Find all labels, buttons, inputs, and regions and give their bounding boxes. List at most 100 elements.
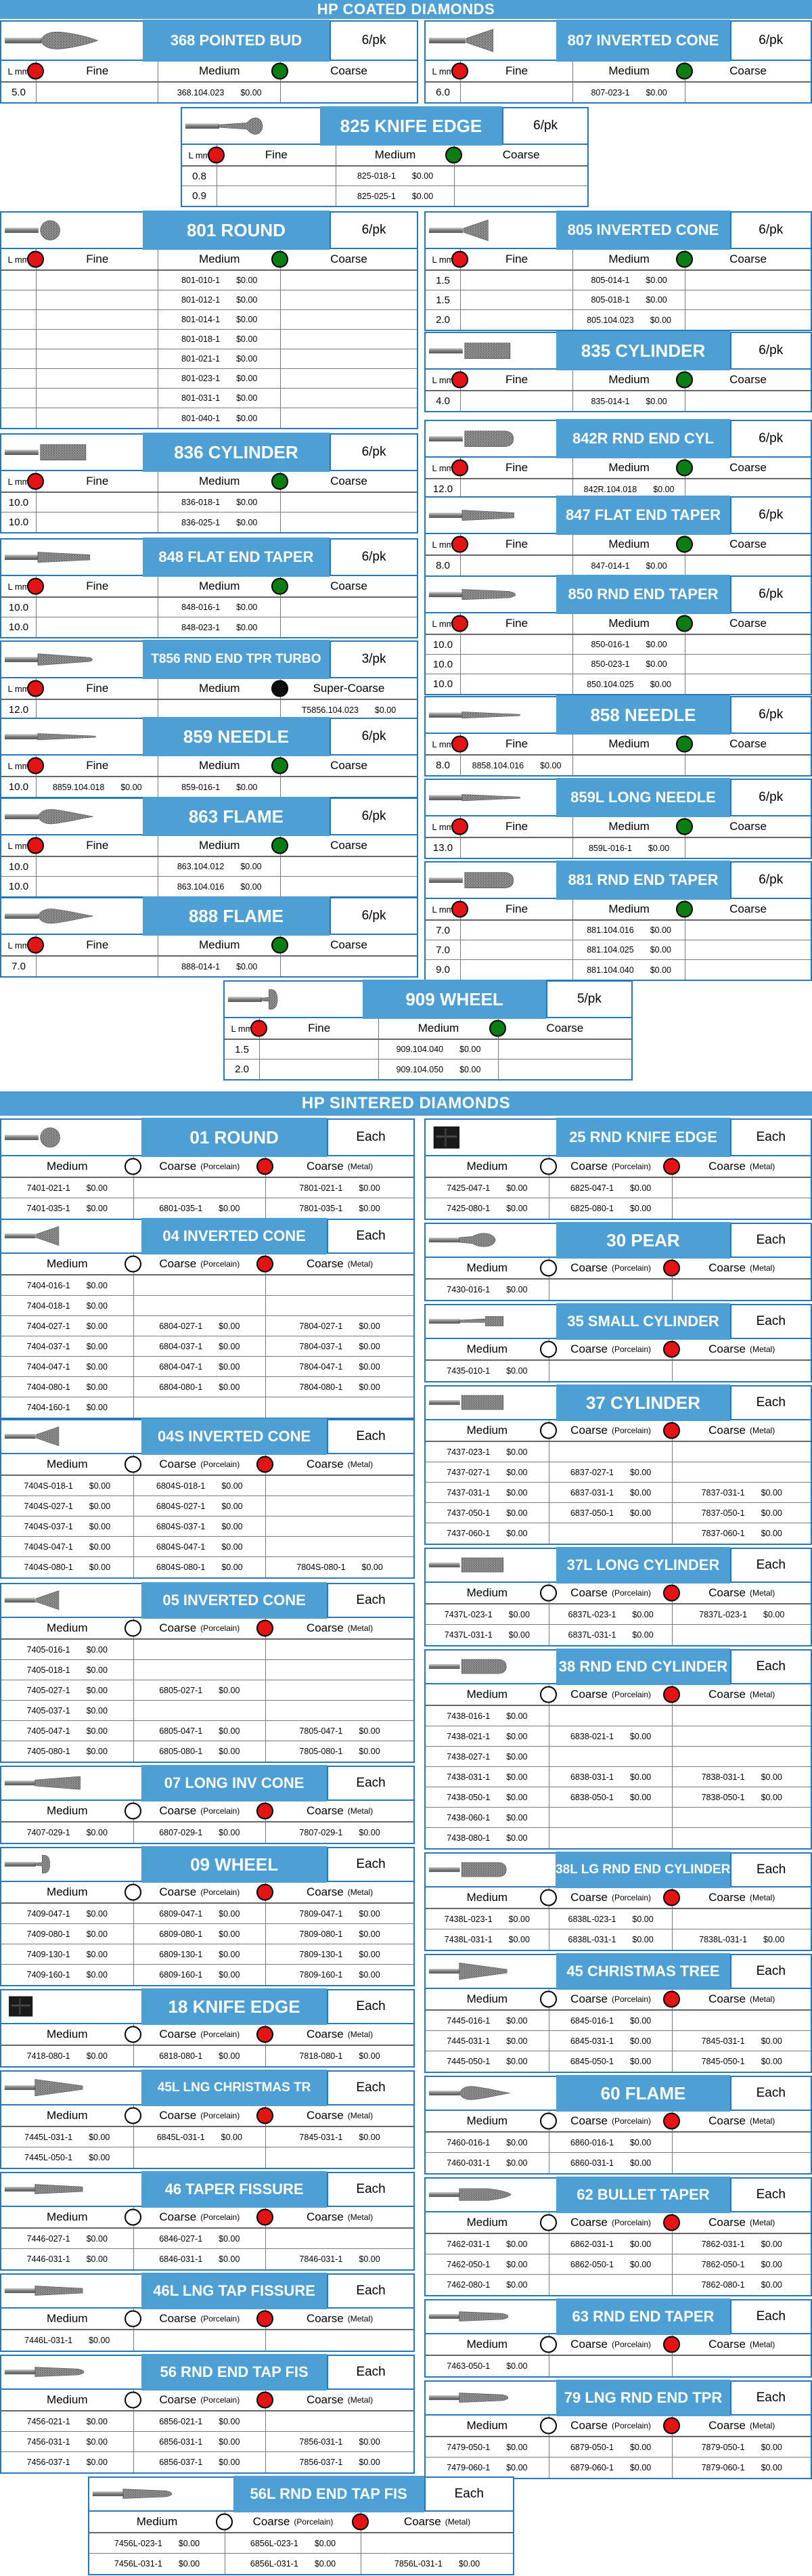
empty-cell-fine (461, 83, 574, 102)
empty-cell-coarse (281, 877, 417, 896)
code-cell-medium: 7437-023-1 $0.00 (426, 1442, 549, 1462)
code-cell-medium: 7438-080-1 $0.00 (426, 1828, 549, 1848)
bur-image-cell (1, 213, 143, 248)
col-header-coarse-porcelain: Coarse (Porcelain) (539, 2212, 673, 2233)
col-header-coarse-porcelain: Coarse (Porcelain) (539, 2111, 673, 2131)
code-cell-medium: 859-016-1 $0.00 (158, 777, 281, 797)
bur-image-cell (426, 2077, 557, 2110)
empty-cell-coarse-metal (673, 1706, 811, 1726)
product-code: 7879-050-1 (701, 2442, 745, 2452)
empty-cell-coarse-metal (266, 1680, 413, 1700)
empty-cell-coarse (281, 408, 417, 428)
coarse-grit-icon (271, 837, 288, 854)
metal-grit-icon (256, 1255, 274, 1273)
col-header-coarse: Coarse (676, 534, 811, 554)
table-row: 8.0 847-014-1 $0.00 (426, 556, 811, 575)
table-row: 7462-050-1 $0.00 6862-050-1 $0.00 7862-050-1… (426, 2254, 811, 2275)
porcelain-grit-icon (539, 2112, 557, 2130)
pack-size: 6/pk (729, 577, 811, 612)
empty-cell-coarse (685, 391, 811, 411)
product-title: 805 INVERTED CONE (556, 211, 730, 250)
fine-grit-icon (27, 473, 44, 490)
product-title: 18 KNIFE EDGE (141, 1988, 328, 2025)
col-header-medium: Medium (158, 756, 281, 776)
empty-cell-coarse (685, 940, 811, 959)
code-cell-medium: 850.104.025 $0.00 (573, 674, 686, 694)
bur-image-cell (1, 898, 143, 934)
col-header-medium: Medium (1, 1882, 134, 1902)
bur-photo-icon (4, 220, 60, 240)
price: $0.00 (236, 498, 258, 507)
col-header-coarse: Coarse (271, 835, 417, 856)
price: $0.00 (236, 334, 258, 344)
product-code: 7456-037-1 (26, 2458, 70, 2467)
product-code: 7809-080-1 (299, 1929, 343, 1939)
product-code: 7407-029-1 (26, 1828, 70, 1837)
code-cell-coarse-porcelain: 6856-037-1 $0.00 (134, 2452, 267, 2472)
column-header-row: Medium Coarse (Porcelain) Coarse (Metal) (426, 2212, 811, 2234)
price: $0.00 (359, 1929, 380, 1939)
product-code: 7845-031-1 (701, 2036, 745, 2046)
price: $0.00 (236, 961, 258, 972)
column-header-row: L mm Fine Medium Coarse (1, 61, 417, 83)
code-cell-coarse-porcelain: 6804S-037-1 $0.00 (134, 1516, 267, 1536)
product-code: 805-018-1 (591, 295, 630, 305)
col-subtitle: (Porcelain) (200, 2030, 240, 2039)
code-cell-medium: 836-018-1 $0.00 (158, 493, 281, 512)
bur-image-cell (1, 1990, 142, 2023)
price: $0.00 (540, 760, 562, 770)
col-header-medium: Medium (158, 835, 281, 856)
product-title: 46L LNG TAP FISSURE (141, 2273, 328, 2309)
lmm-value: 13.0 (426, 838, 461, 858)
col-header-medium: Medium (426, 1583, 549, 1603)
product-code: 7405-037-1 (26, 1705, 70, 1716)
product-code: 6804S-080-1 (156, 1563, 206, 1572)
code-cell-coarse-porcelain: 6804S-080-1 $0.00 (134, 1557, 267, 1577)
column-header-row: L mm Fine Medium Coarse (426, 370, 811, 391)
table-header: 37 CYLINDER Each (426, 1384, 811, 1421)
code-cell-medium: 7404S-037-1 $0.00 (1, 1516, 134, 1536)
coarse-grit-icon (271, 62, 288, 80)
price: $0.00 (506, 1447, 528, 1457)
col-subtitle: (Metal) (749, 1263, 775, 1273)
col-header-coarse-porcelain: Coarse (Porcelain) (539, 1989, 673, 2009)
product-code: 7446-031-1 (26, 2254, 70, 2264)
table-header: 56L RND END TAP FIS Each (89, 2476, 513, 2512)
bur-photo-icon (4, 1776, 81, 1790)
col-subtitle: (Metal) (347, 2314, 374, 2323)
product-code: 6838L-023-1 (568, 1914, 616, 1924)
pack-size: Each (729, 1120, 811, 1155)
empty-cell-coarse (685, 83, 811, 102)
product-code: 7804-037-1 (299, 1341, 343, 1351)
product-code: 7409-160-1 (26, 1970, 70, 1980)
product-table-01: 01 ROUND Each Medium Coarse (Porcelain) Coars… (0, 1118, 415, 1220)
price: $0.00 (359, 1183, 380, 1193)
table-row: 7405-016-1 $0.00 (1, 1640, 413, 1660)
col-header-medium: Medium (573, 734, 686, 754)
price: $0.00 (221, 2132, 242, 2142)
product-code: 6804-047-1 (159, 1361, 203, 1372)
code-cell-medium: 7456-037-1 $0.00 (1, 2452, 134, 2472)
bur-image-cell (89, 2478, 233, 2510)
empty-cell-coarse-porcelain (549, 2356, 673, 2376)
lmm-value: 10.0 (1, 857, 37, 876)
product-title: 881 RND END TAPER (556, 860, 730, 900)
pack-size: Each (327, 1990, 413, 2023)
price: $0.00 (86, 1382, 108, 1392)
porcelain-grit-icon (124, 1456, 141, 1473)
bur-photo-icon (428, 1862, 507, 1877)
product-table-858: 858 NEEDLE 6/pk L mm Fine Medium Coarse 8.0 885… (424, 695, 812, 777)
table-row: 7437-060-1 $0.00 7837-060-1 $0.00 (426, 1523, 811, 1544)
table-row: 13.0 859L-016-1 $0.00 (426, 838, 811, 858)
product-code: 7838-050-1 (701, 1792, 745, 1802)
col-header-coarse-metal: Coarse (Metal) (256, 1618, 413, 1638)
empty-cell-coarse-porcelain (549, 1706, 673, 1726)
code-cell-coarse-porcelain: 6862-050-1 $0.00 (549, 2254, 673, 2274)
column-header-row: Medium Coarse (Porcelain) Coarse (Metal) (426, 1258, 811, 1280)
bur-photo-icon (433, 1126, 460, 1149)
product-title: 38 RND END CYLINDER (556, 1649, 730, 1685)
product-code: 7462-080-1 (447, 2280, 491, 2290)
coarse-grit-icon (676, 371, 694, 389)
price: $0.00 (411, 171, 434, 181)
price: $0.00 (459, 1064, 481, 1074)
